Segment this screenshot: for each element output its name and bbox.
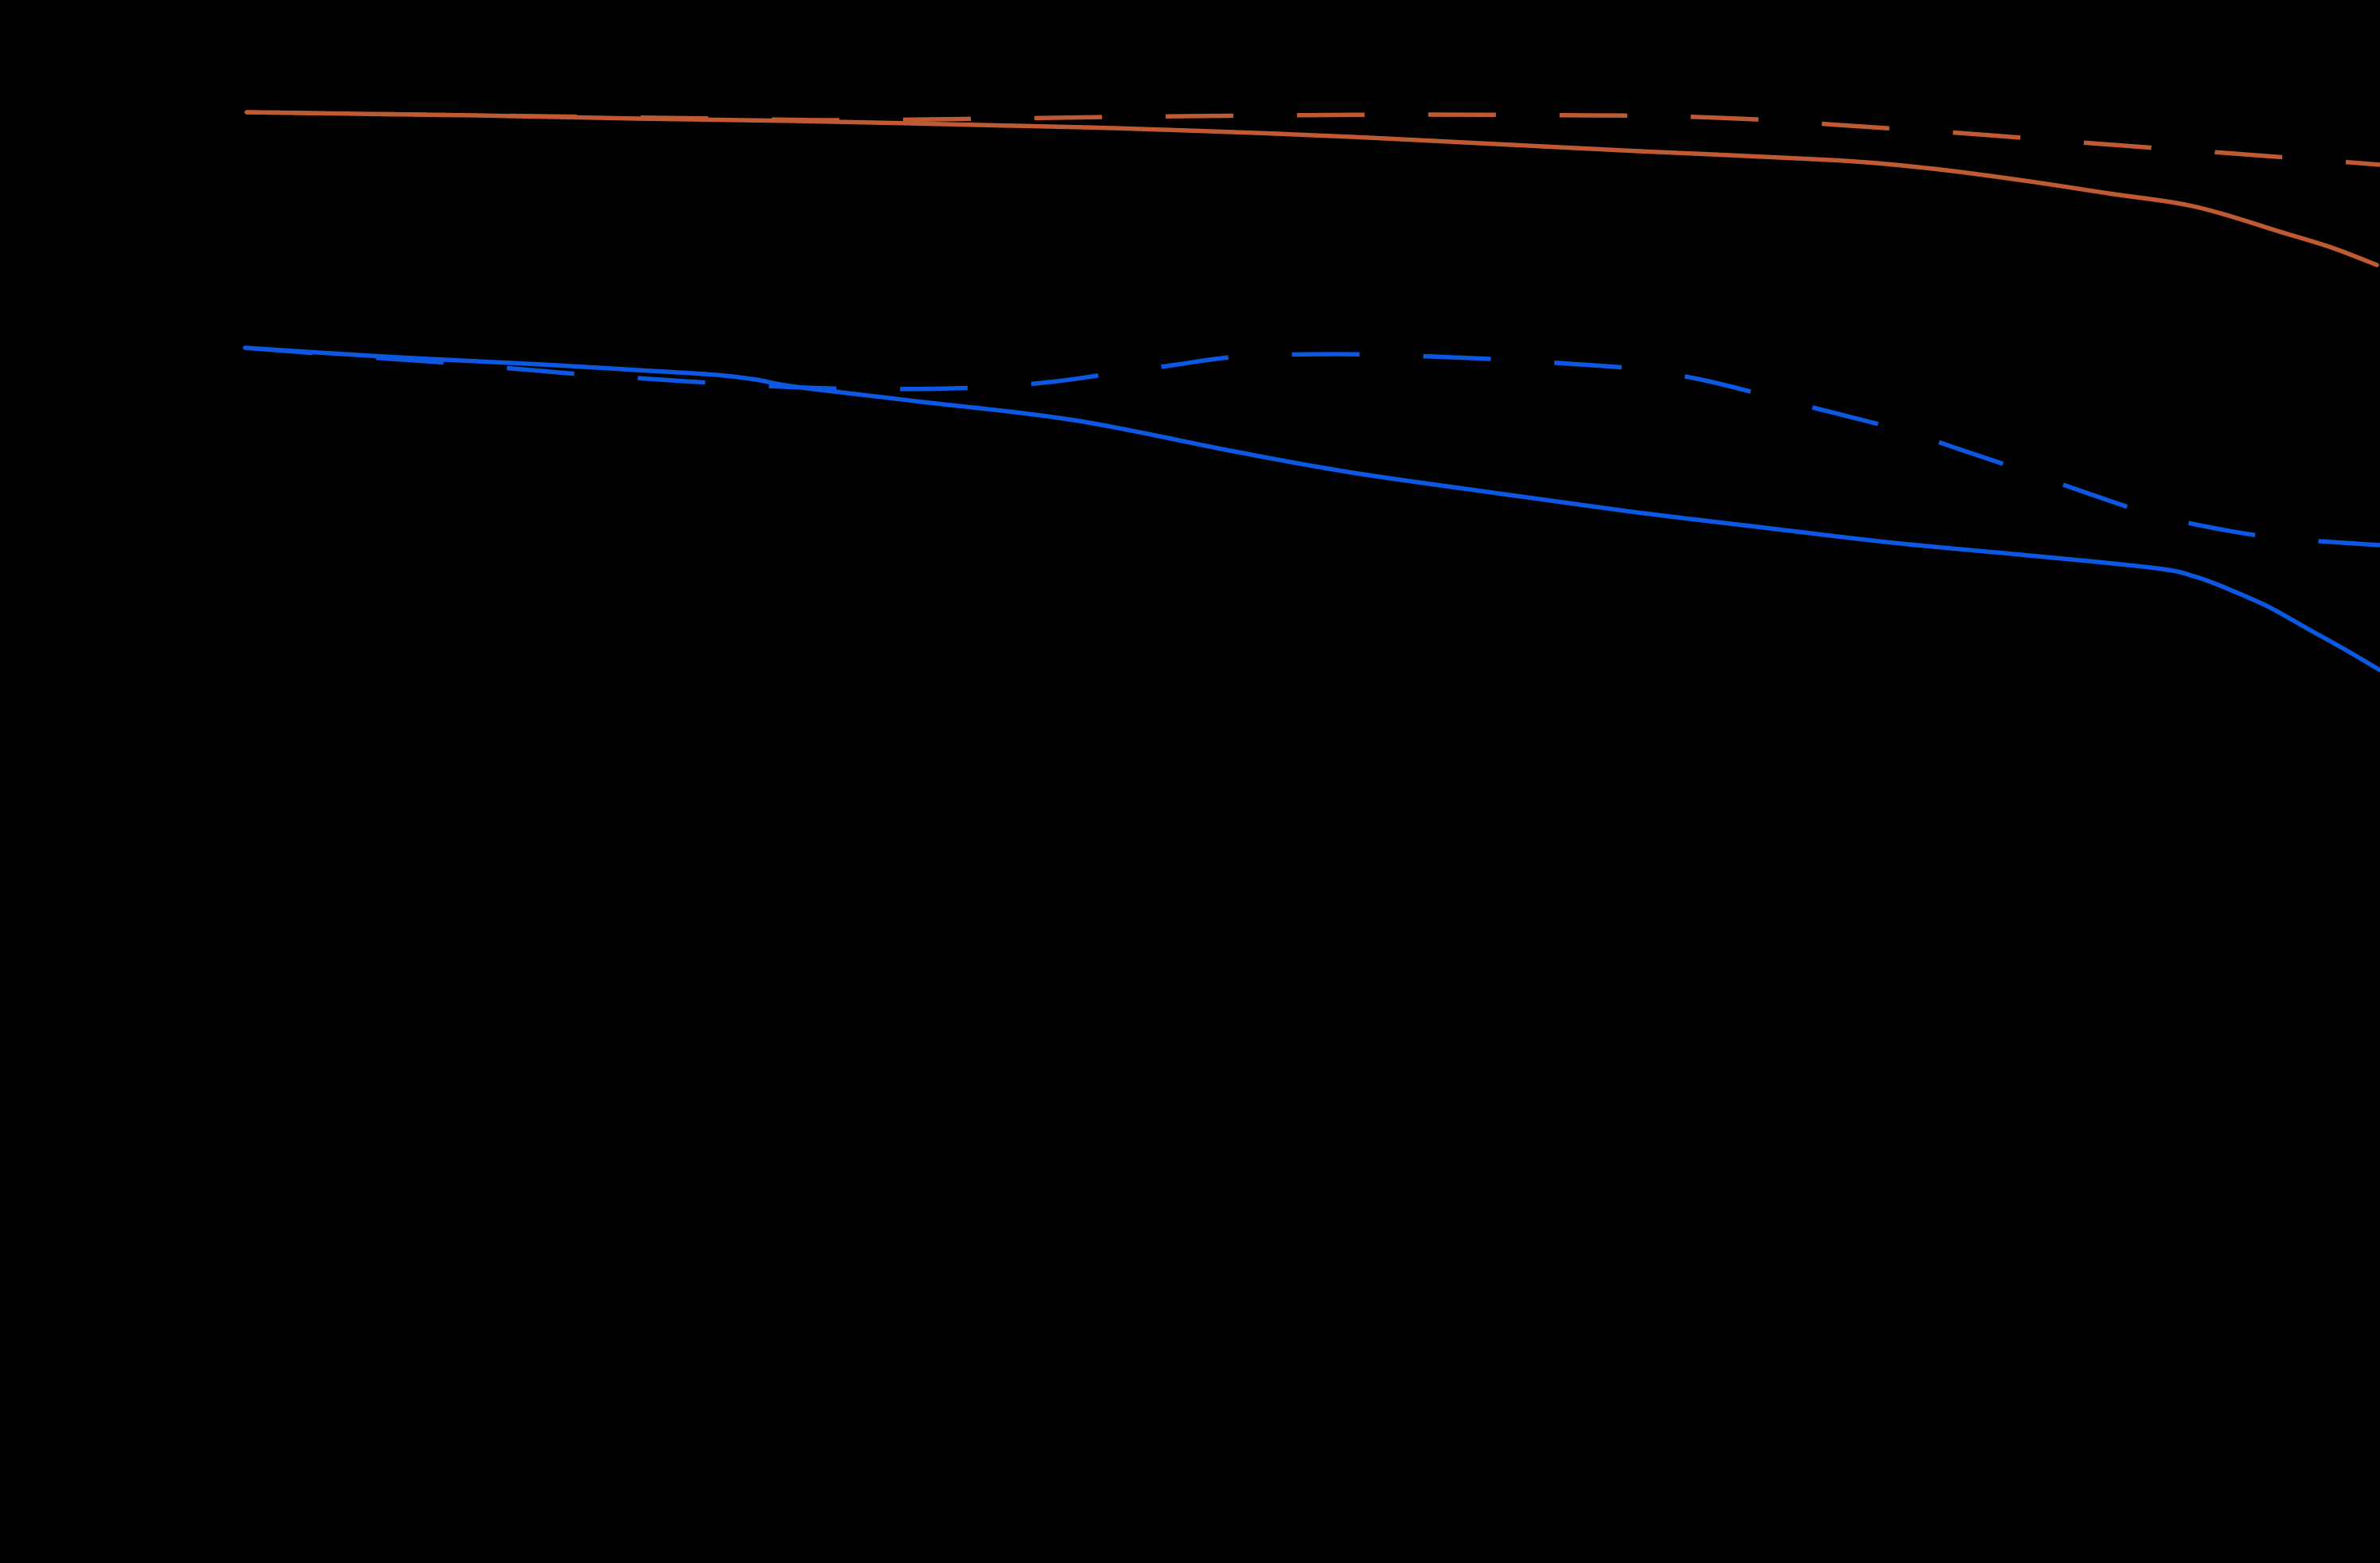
blue-dashed-line — [244, 345, 2380, 548]
orange-solid-line — [244, 110, 2379, 267]
orange-dashed-line — [246, 110, 2380, 167]
blue-solid-line — [243, 345, 2380, 672]
